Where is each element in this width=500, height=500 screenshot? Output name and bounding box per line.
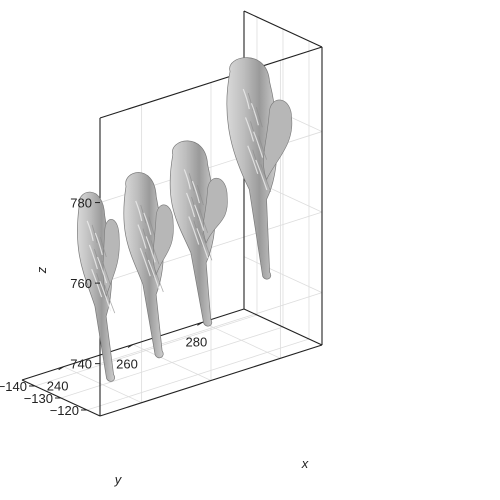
x-tick-label: 280 — [186, 334, 208, 349]
y-tick-label: −140 — [0, 379, 27, 394]
surface-shadow — [188, 173, 195, 192]
surface-shadow — [255, 107, 263, 128]
surface-shadow — [99, 236, 107, 258]
y-tick-label: −120 — [50, 403, 79, 418]
y-axis-title: y — [114, 472, 123, 487]
z-tick-label: 760 — [70, 276, 92, 291]
surface-highlight — [250, 103, 259, 126]
surface-shadow — [197, 185, 204, 206]
surface-body — [169, 140, 216, 327]
surface-body — [226, 57, 278, 280]
surface-highlight — [96, 256, 108, 284]
x-axis-title: x — [301, 456, 309, 471]
surface-shadow — [144, 252, 155, 279]
grid-line-y-floor — [86, 338, 310, 411]
grid-line-z-back — [99, 292, 323, 365]
surface-highlight — [139, 247, 151, 277]
z-axis-title: z — [34, 266, 49, 274]
surface-highlight — [185, 192, 196, 218]
surface-highlight — [88, 244, 98, 270]
surface-shadow — [104, 285, 116, 314]
surface-highlight — [91, 268, 103, 298]
surface-shadow — [260, 163, 272, 193]
box-edge — [99, 344, 323, 417]
surface-shadow — [142, 228, 151, 251]
surface-shadow — [247, 92, 254, 112]
surface-highlight — [244, 117, 255, 142]
surface-highlight — [135, 200, 143, 222]
surface-highlight — [143, 212, 152, 235]
box-edge — [243, 308, 323, 346]
y-tick-label: −130 — [24, 391, 53, 406]
surface-shadow — [193, 220, 204, 247]
surface-highlight — [94, 232, 103, 256]
z-tick-label: 740 — [70, 357, 92, 372]
surface-shadow — [148, 216, 156, 237]
surface-highlight — [255, 159, 268, 191]
surface-shadow — [140, 204, 147, 224]
surface-lobe — [102, 219, 120, 298]
z-axis: 740 760 780 — [70, 196, 100, 372]
surface-shadow — [94, 248, 102, 272]
surface-lobe — [263, 99, 293, 181]
x-axis: 240 260 280 — [47, 321, 208, 394]
x-tick-label: 240 — [47, 379, 69, 394]
x-tick-mark — [58, 366, 64, 371]
grid-line-y-floor — [34, 314, 258, 387]
surface-highlight — [247, 145, 259, 174]
surface-highlight — [147, 259, 160, 291]
x-tick-mark — [197, 321, 203, 326]
grid-line-y-floor — [60, 326, 284, 399]
surface-lobe — [152, 204, 174, 276]
box-edge — [99, 46, 323, 119]
surface-highlight — [191, 180, 200, 204]
surface-shadow — [201, 232, 213, 261]
y-axis: −120−130−140 — [0, 379, 87, 418]
surface-shape-1 — [77, 191, 120, 382]
x-tick-mark — [127, 344, 134, 348]
z-tick-label: 780 — [70, 196, 92, 211]
box-edge — [243, 10, 323, 48]
surface-highlight — [242, 88, 250, 110]
surface-shadow — [96, 272, 107, 300]
surface-shadow — [199, 208, 209, 233]
surface-shape-2 — [123, 172, 174, 359]
surface-highlight — [196, 228, 209, 259]
surface-highlight — [253, 131, 264, 158]
surface-body — [123, 172, 164, 359]
x-tick-label: 260 — [116, 357, 138, 372]
surface-highlight — [86, 220, 94, 242]
surface-shadow — [191, 196, 199, 220]
surface-highlight — [188, 216, 200, 245]
surface-shadow — [91, 224, 98, 243]
surface-shape-4 — [226, 57, 293, 280]
surface-shadow — [152, 263, 164, 293]
surface-shape-3 — [169, 140, 228, 327]
surface-shadow — [150, 240, 160, 265]
surface-shapes — [77, 57, 293, 382]
surface-shadow — [258, 135, 267, 160]
surface-shadow — [102, 260, 111, 286]
surface-highlight — [137, 224, 147, 249]
surface-highlight — [183, 169, 191, 190]
surface-highlight — [145, 236, 156, 263]
surface-highlight — [99, 280, 112, 312]
surface-highlight — [194, 204, 205, 231]
